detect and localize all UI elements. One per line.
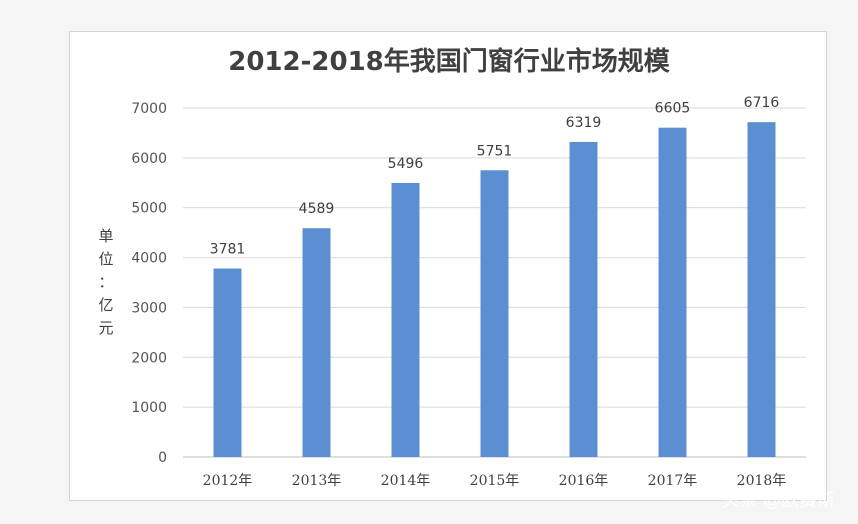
y-tick-label: 6000 (131, 151, 167, 167)
data-label: 5751 (477, 143, 513, 159)
x-category-label: 2013年 (292, 473, 342, 489)
x-category-label: 2016年 (559, 473, 609, 489)
chart-frame (69, 31, 827, 501)
y-axis-label-char: 位 (98, 250, 113, 268)
bar (480, 170, 509, 457)
bar (569, 141, 598, 458)
data-label: 3781 (210, 241, 246, 257)
data-label: 4589 (299, 201, 335, 217)
y-axis-label-char: ： (98, 273, 113, 291)
y-axis-label-char: 亿 (98, 296, 113, 314)
data-labels: 3781 4589 5496 5751 6319 6605 6716 (210, 95, 780, 257)
bar (658, 127, 687, 457)
y-tick-label: 3000 (131, 300, 167, 316)
bar (302, 228, 331, 457)
bar (391, 182, 420, 457)
x-category-label: 2017年 (648, 473, 698, 489)
bars (213, 122, 776, 458)
data-label: 5496 (388, 156, 424, 172)
y-tick-label: 7000 (131, 101, 167, 117)
x-category-label: 2012年 (203, 473, 253, 489)
data-label: 6716 (744, 95, 780, 111)
data-label: 6319 (566, 115, 602, 131)
bar (213, 268, 242, 457)
x-axis-categories: 2012年 2013年 2014年 2015年 2016年 2017年 2018年 (203, 473, 787, 489)
y-tick-label: 5000 (131, 201, 167, 217)
chart-title: 2012-2018年我国门窗行业市场规模 (228, 46, 671, 77)
y-tick-label: 1000 (131, 400, 167, 416)
watermark: 头条 @欧赛斯 (721, 490, 835, 511)
y-axis-label: 单位 ： 亿元 (98, 227, 113, 337)
y-tick-label: 2000 (131, 350, 167, 366)
y-axis-label-char: 元 (98, 319, 113, 337)
x-category-label: 2018年 (737, 473, 787, 489)
x-category-label: 2014年 (381, 473, 431, 489)
bar (747, 122, 776, 458)
data-label: 6605 (655, 101, 691, 117)
y-axis-label-char: 单 (98, 227, 113, 245)
y-tick-label: 4000 (131, 251, 167, 267)
y-tick-label: 0 (158, 450, 167, 466)
x-category-label: 2015年 (470, 473, 520, 489)
y-axis-ticks: 0 1000 2000 3000 4000 5000 6000 7000 (131, 101, 167, 466)
